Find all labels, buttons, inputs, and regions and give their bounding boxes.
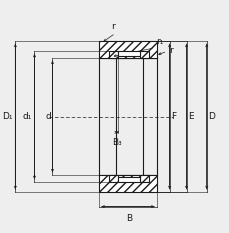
- Bar: [108, 175, 117, 182]
- Text: r: r: [111, 22, 115, 31]
- Bar: [140, 175, 149, 182]
- Bar: [117, 177, 140, 182]
- Text: B₃: B₃: [111, 138, 121, 147]
- Text: d: d: [45, 112, 51, 121]
- Bar: [108, 51, 117, 58]
- Bar: [140, 51, 149, 58]
- Bar: [117, 51, 140, 56]
- Bar: [98, 175, 157, 192]
- Text: E: E: [188, 112, 193, 121]
- Text: F: F: [171, 112, 176, 121]
- Text: d₁: d₁: [23, 112, 32, 121]
- Text: r: r: [169, 46, 173, 55]
- Text: D₁: D₁: [3, 112, 13, 121]
- Text: r₁: r₁: [155, 37, 163, 45]
- Bar: [98, 41, 157, 58]
- Text: D: D: [208, 112, 215, 121]
- Text: B: B: [125, 215, 132, 223]
